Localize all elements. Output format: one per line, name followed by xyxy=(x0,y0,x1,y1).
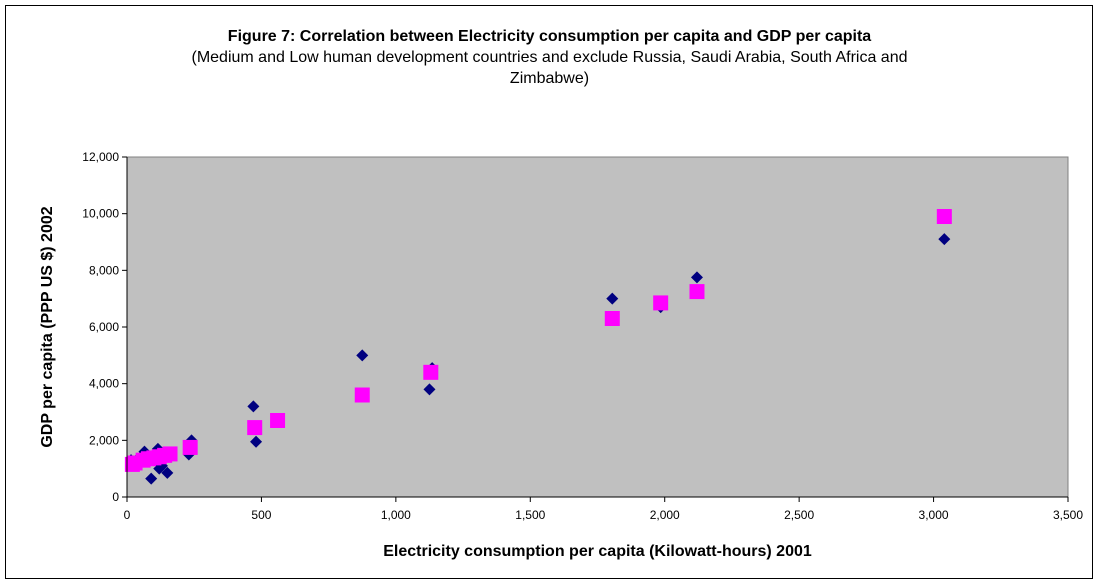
data-markers xyxy=(124,209,952,485)
series-2 xyxy=(124,209,952,472)
x-tick-label: 1,000 xyxy=(381,508,411,522)
x-tick-label: 3,500 xyxy=(1053,508,1083,522)
diamond-marker xyxy=(690,271,703,284)
diamond-marker xyxy=(356,349,369,362)
x-tick-label: 0 xyxy=(124,508,131,522)
x-axis: 0 500 1,000 1,500 2,000 2,500 3,000 3,500 xyxy=(124,497,1083,522)
x-tick-label: 2,000 xyxy=(650,508,680,522)
x-tick-label: 3,000 xyxy=(919,508,949,522)
square-marker xyxy=(936,209,952,224)
y-tick-label: 4,000 xyxy=(89,377,119,391)
square-marker xyxy=(689,284,705,300)
square-marker xyxy=(270,413,286,428)
y-tick-label: 6,000 xyxy=(89,320,119,334)
x-axis-label: Electricity consumption per capita (Kilo… xyxy=(383,543,812,560)
square-marker xyxy=(354,387,370,403)
y-tick-label: 8,000 xyxy=(89,263,119,277)
chart-subtitle: (Medium and Low human development countr… xyxy=(191,49,908,87)
diamond-marker xyxy=(247,400,260,413)
y-tick-label: 2,000 xyxy=(89,433,119,447)
diamond-marker xyxy=(938,233,951,246)
square-marker xyxy=(423,364,439,380)
diamond-marker xyxy=(250,435,263,448)
square-marker xyxy=(653,295,669,311)
square-marker xyxy=(604,311,620,326)
title-block: Figure 7: Correlation between Electricit… xyxy=(0,26,1099,89)
axis-lines xyxy=(126,157,1068,498)
y-tick-label: 0 xyxy=(112,490,119,504)
x-tick-label: 1,500 xyxy=(515,508,545,522)
y-axis-label: GDP per capita (PPP US $) 2002 xyxy=(39,206,56,447)
x-tick-label: 500 xyxy=(251,508,271,522)
diamond-marker xyxy=(145,472,158,485)
square-marker xyxy=(162,446,178,462)
chart-title: Figure 7: Correlation between Electricit… xyxy=(227,28,872,45)
diamond-marker xyxy=(423,383,436,396)
diamond-marker xyxy=(606,292,619,305)
x-tick-label: 2,500 xyxy=(784,508,814,522)
square-marker xyxy=(182,439,198,455)
square-marker xyxy=(247,420,263,436)
y-tick-label: 10,000 xyxy=(82,207,119,221)
diamond-marker xyxy=(161,466,174,479)
y-tick-label: 12,000 xyxy=(82,150,119,164)
y-axis: 0 2,000 4,000 6,000 8,000 10,000 12,000 xyxy=(82,150,127,504)
plot-area xyxy=(126,156,1069,498)
